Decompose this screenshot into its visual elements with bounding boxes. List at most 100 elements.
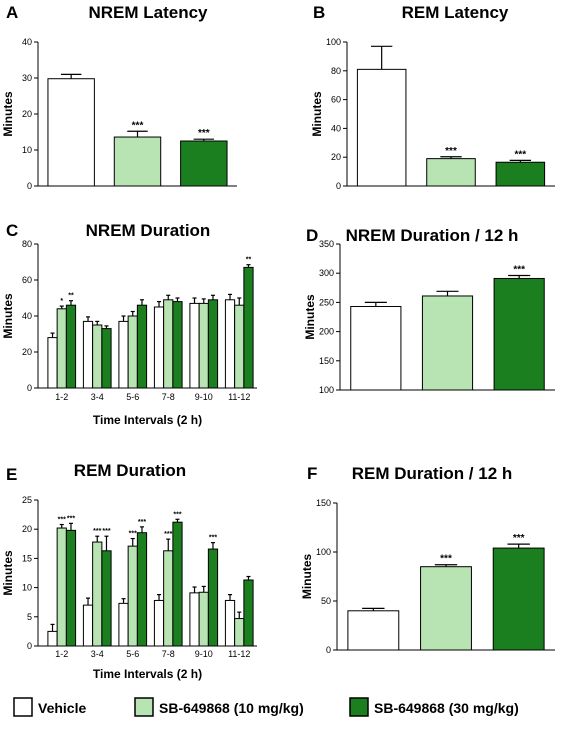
y-tick-label: 200 (319, 327, 334, 337)
bar (198, 591, 209, 647)
panel-label: C (6, 221, 18, 240)
x-tick-label: 3-4 (91, 649, 104, 659)
significance-marker: * (60, 298, 63, 305)
panel-label: F (307, 464, 317, 483)
significance-marker: *** (513, 533, 525, 544)
bar (172, 521, 183, 647)
bar (198, 302, 209, 389)
bar (47, 337, 58, 389)
y-tick-label: 40 (22, 37, 32, 47)
y-tick-label: 250 (319, 297, 334, 307)
bar (426, 158, 476, 187)
panel-D: D NREM Duration / 12 h 100 150 200 250 300 350 M… (303, 226, 555, 395)
y-tick-label: 100 (316, 547, 331, 557)
y-axis-label: Minutes (1, 550, 15, 596)
bar (493, 277, 545, 391)
y-tick-label: 30 (22, 73, 32, 83)
y-axis-label: Minutes (1, 91, 15, 137)
bar (495, 161, 546, 187)
bar (234, 304, 245, 389)
legend-swatch (134, 697, 154, 717)
y-tick-label: 40 (22, 311, 32, 321)
bar (224, 299, 236, 389)
bar (492, 547, 545, 651)
significance-marker: ** (246, 257, 252, 264)
bar (101, 550, 112, 647)
significance-marker: *** (164, 531, 172, 538)
y-tick-label: 0 (27, 383, 32, 393)
legend-label: Vehicle (38, 700, 86, 716)
significance-marker: *** (93, 528, 101, 535)
y-tick-label: 15 (22, 553, 32, 563)
x-tick-label: 5-6 (126, 649, 139, 659)
bar (207, 548, 219, 647)
y-tick-label: 0 (27, 181, 32, 191)
significance-marker: *** (102, 528, 110, 535)
bar (47, 78, 95, 187)
y-tick-label: 0 (336, 181, 341, 191)
y-tick-label: 300 (319, 268, 334, 278)
y-tick-label: 350 (319, 239, 334, 249)
y-tick-label: 0 (27, 641, 32, 651)
panel-label: E (6, 465, 17, 484)
significance-marker: *** (58, 517, 66, 524)
y-axis-label: Minutes (303, 294, 317, 340)
panel-B: B REM Latency 0 20 40 60 80 100 Minutes *** *** (310, 3, 555, 191)
x-tick-label: 5-6 (126, 392, 139, 402)
bar (243, 266, 254, 389)
bar (172, 301, 183, 389)
bar (118, 320, 129, 389)
significance-marker: *** (513, 265, 525, 276)
x-tick-label: 1-2 (55, 392, 68, 402)
panel-label: B (313, 3, 325, 22)
bar (189, 592, 200, 647)
y-axis-label: Minutes (310, 91, 324, 137)
x-tick-label: 1-2 (55, 649, 68, 659)
panel-F: F REM Duration / 12 h 0 50 100 150 Minutes *** *… (300, 464, 555, 655)
bar (92, 541, 103, 647)
y-tick-label: 20 (22, 347, 32, 357)
bar (180, 140, 228, 187)
bar (420, 566, 472, 651)
legend-swatch (349, 697, 369, 717)
panel-label: A (6, 3, 18, 22)
significance-marker: *** (138, 519, 146, 526)
x-tick-label: 9-10 (195, 649, 213, 659)
significance-marker: *** (173, 511, 181, 518)
bar (347, 610, 400, 651)
bar (189, 302, 200, 389)
x-tick-label: 11-12 (228, 649, 250, 659)
bar (136, 304, 148, 389)
significance-marker: ** (68, 293, 74, 300)
significance-marker: *** (198, 128, 210, 139)
y-tick-label: 20 (331, 152, 341, 162)
bar (163, 299, 174, 389)
y-tick-label: 40 (331, 123, 341, 133)
y-tick-label: 5 (27, 612, 32, 622)
legend-swatch (13, 697, 33, 717)
bar (113, 136, 162, 187)
bar (65, 529, 77, 647)
x-axis-label: Time Intervals (2 h) (93, 667, 202, 681)
bar (356, 68, 407, 187)
significance-marker: *** (132, 120, 144, 131)
panel-title: REM Duration / 12 h (352, 464, 513, 483)
bar (92, 324, 103, 389)
bar (421, 295, 474, 391)
significance-marker: *** (445, 146, 457, 157)
y-tick-label: 80 (331, 66, 341, 76)
bar (224, 599, 236, 647)
bar (350, 305, 402, 391)
y-axis-label: Minutes (300, 554, 314, 600)
y-tick-label: 60 (22, 275, 32, 285)
bar (47, 630, 58, 647)
y-tick-label: 60 (331, 95, 341, 105)
legend-label: SB-649868 (30 mg/kg) (374, 700, 519, 716)
panel-title: NREM Duration / 12 h (346, 226, 519, 245)
bar (243, 579, 254, 647)
x-tick-label: 7-8 (162, 392, 175, 402)
bar (153, 599, 165, 647)
bar (153, 306, 165, 389)
